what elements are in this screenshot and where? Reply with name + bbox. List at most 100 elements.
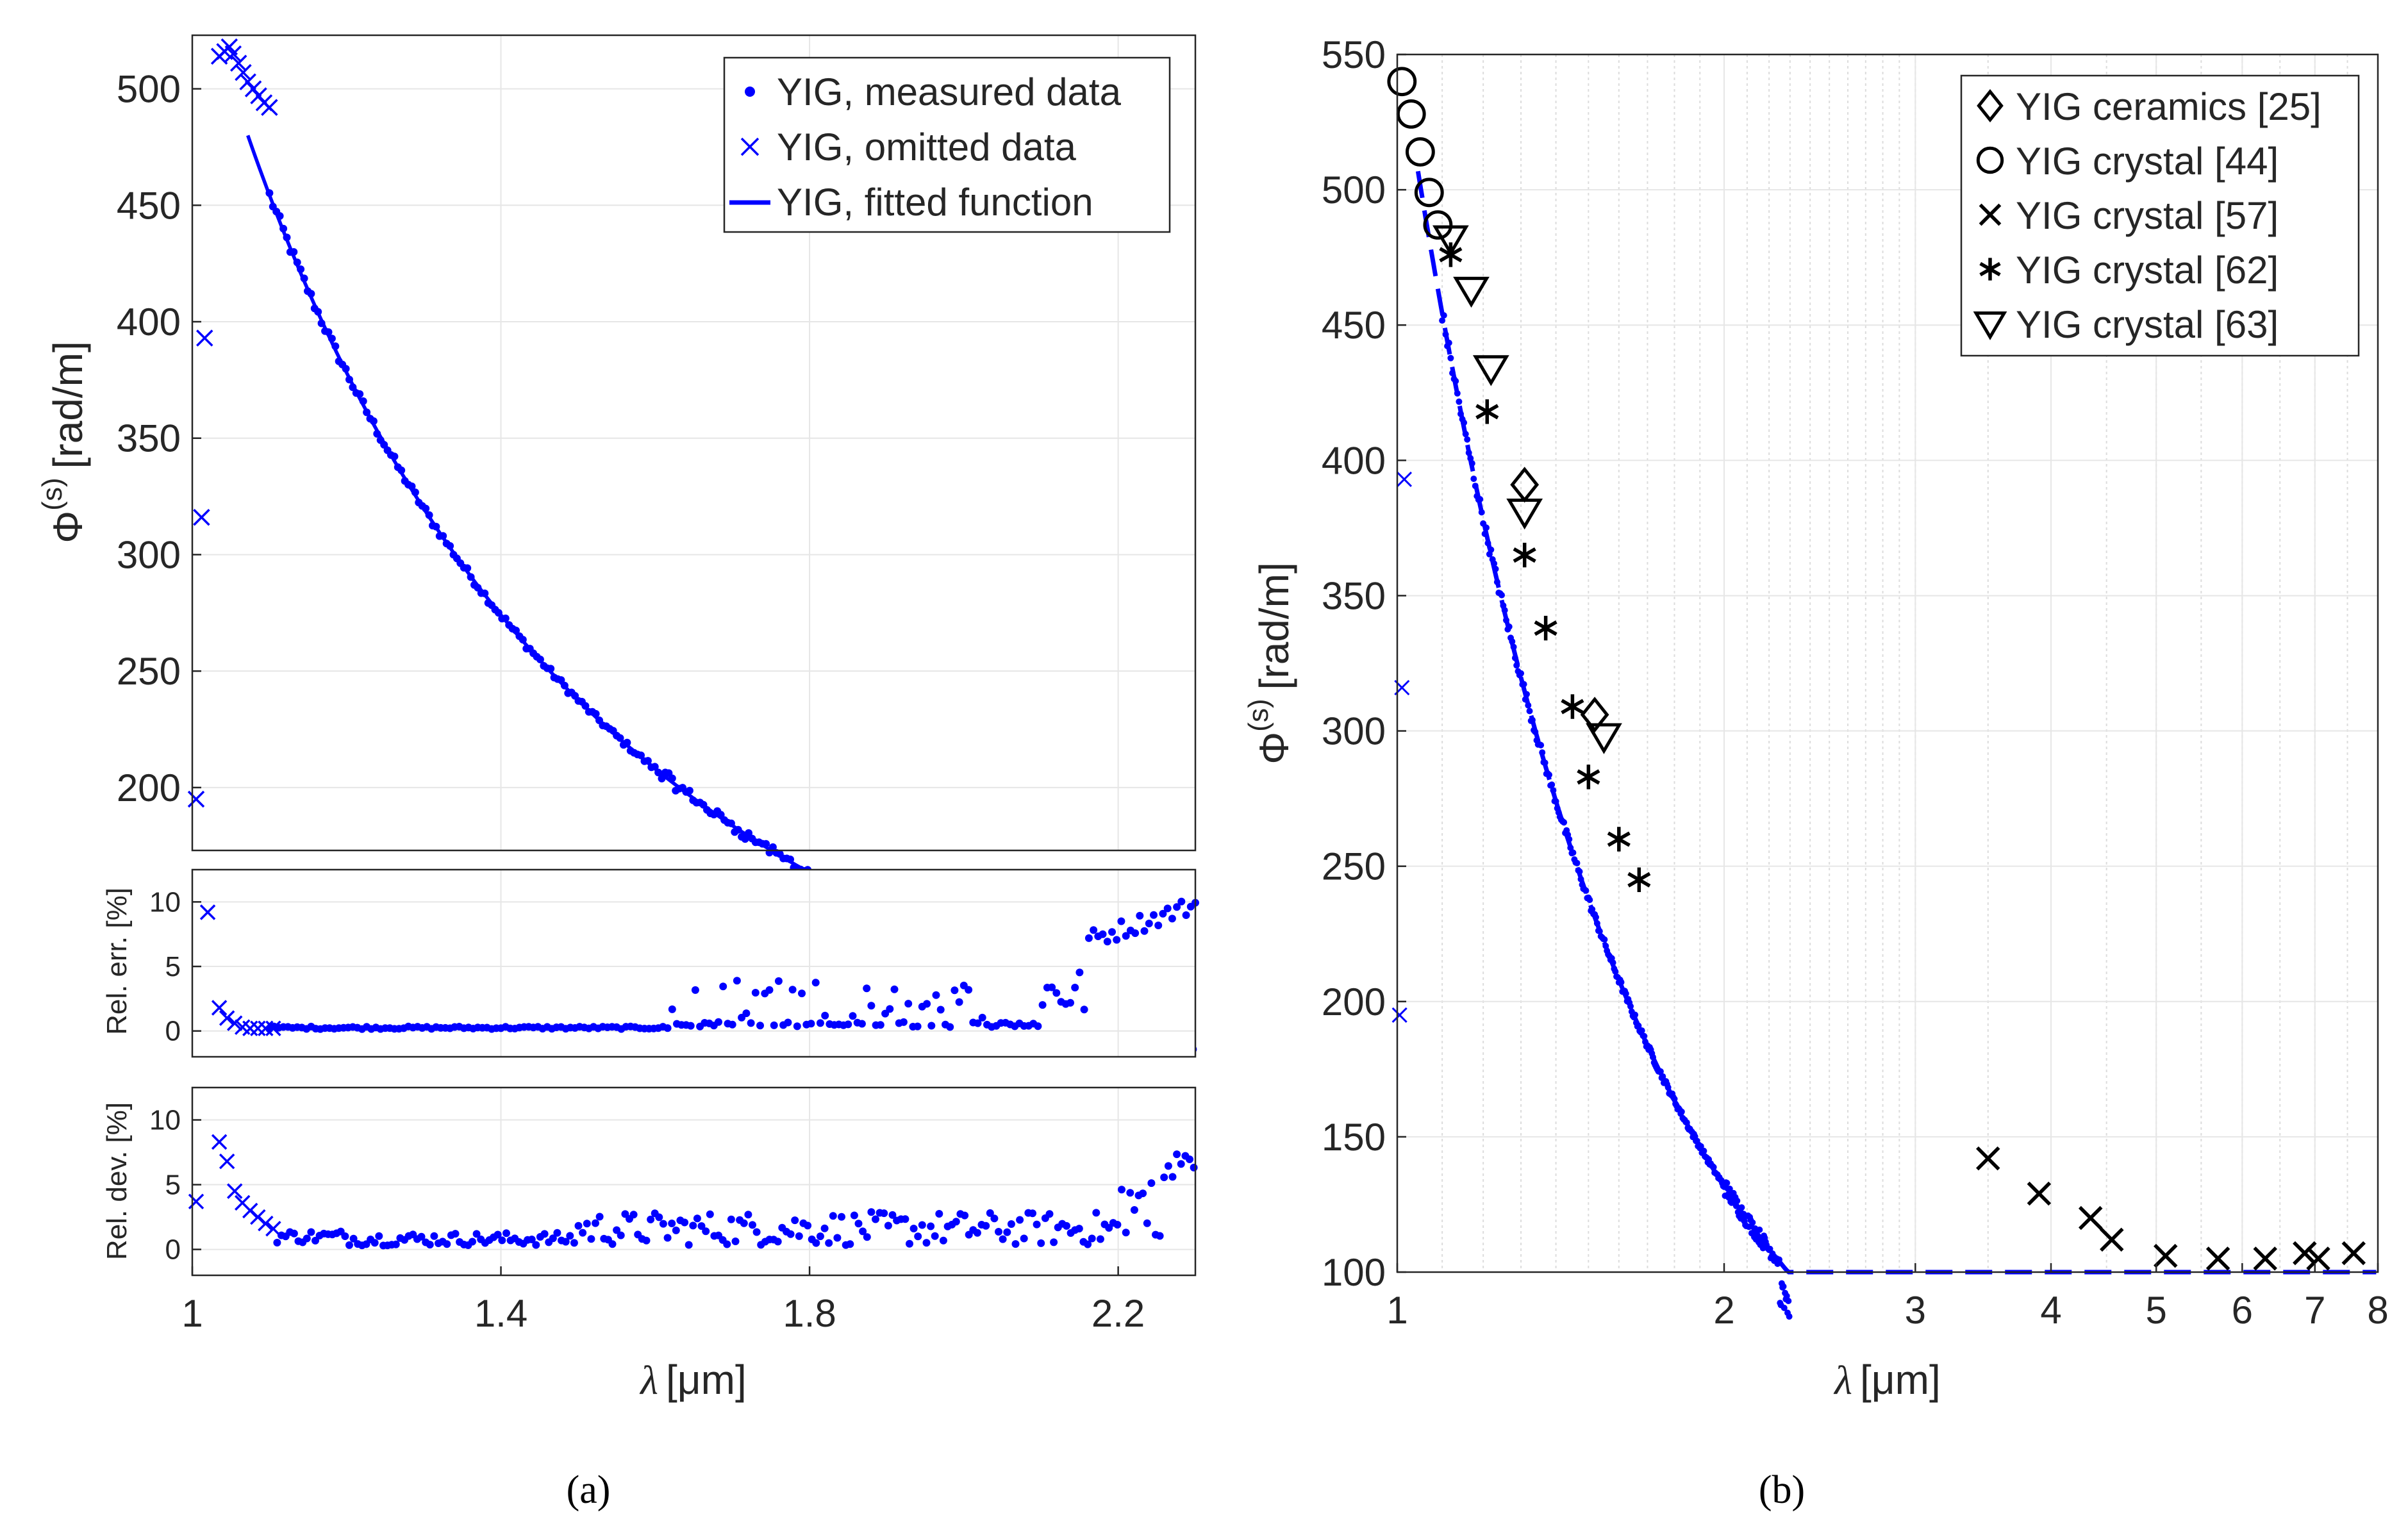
x-stroke: [2306, 1246, 2330, 1271]
rel-err-omitted: [199, 904, 216, 920]
rel-err-point: [1052, 989, 1061, 997]
omitted-point: [261, 99, 278, 116]
b-y-axis-label: Φ(s)[rad/m]: [1243, 562, 1297, 765]
marker-x: [1976, 1146, 2000, 1171]
measured-point: [474, 584, 482, 592]
x-stroke: [250, 87, 267, 104]
rel-dev-point: [854, 1220, 863, 1228]
rel-dev-point: [1029, 1209, 1036, 1218]
y-tick-label: 350: [1322, 574, 1386, 617]
rel-err-point: [784, 1018, 792, 1027]
rel-dev-point: [426, 1241, 434, 1249]
x-stroke: [242, 1202, 258, 1219]
measured-point: [279, 224, 288, 233]
measured-point: [637, 751, 645, 759]
measured-point: [380, 441, 388, 449]
rel-dev-point: [608, 1240, 617, 1248]
measured-point: [768, 843, 777, 851]
x-stroke: [219, 1010, 235, 1026]
marker-circle: [1405, 137, 1435, 167]
x-stroke: [250, 1020, 266, 1036]
rel-dev-point: [592, 1219, 599, 1227]
measured-point: [741, 835, 749, 843]
measured-point: [349, 383, 357, 392]
x-stroke: [239, 73, 256, 90]
marker-x: [2154, 1243, 2178, 1268]
legend-crystal-44: YIG crystal [44]: [2016, 140, 2279, 183]
measured-point: [1785, 1298, 1792, 1304]
y-tick-label: 250: [1322, 845, 1386, 888]
rel-dev-point: [345, 1241, 353, 1249]
rel-err-point: [742, 1009, 751, 1018]
measured-point: [1566, 836, 1573, 843]
x-stroke: [265, 1221, 281, 1237]
measured-point: [1710, 1164, 1717, 1171]
measured-point: [1738, 1204, 1745, 1211]
rel-dev-point: [689, 1221, 697, 1230]
x-stroke: [2341, 1241, 2366, 1266]
ylabel-symbol: Φ: [45, 511, 91, 543]
measured-point: [1456, 398, 1463, 405]
rel-err-point: [1145, 920, 1153, 927]
ylabel-sup: (s): [37, 477, 68, 510]
y-tick-label: 350: [117, 417, 181, 460]
rel-dev-point: [1011, 1240, 1020, 1248]
rel-err-point: [1122, 932, 1130, 940]
x-stroke: [235, 1195, 251, 1211]
rel-dev-point: [469, 1238, 476, 1246]
caption-b: (b): [1759, 1468, 1805, 1512]
measured-point: [1671, 1095, 1678, 1102]
measured-point: [1488, 546, 1495, 553]
rel-err-point: [770, 1021, 778, 1029]
x-stroke: [1396, 471, 1413, 487]
rel-dev-point: [774, 1238, 782, 1246]
rel-dev-point: [1130, 1206, 1138, 1214]
measured-point: [1526, 708, 1533, 715]
measured-point: [317, 319, 326, 327]
x-stroke: [2078, 1205, 2103, 1230]
rel-dev-point: [1096, 1235, 1104, 1243]
rel-dev-point: [838, 1213, 845, 1221]
rel-err-point: [965, 986, 973, 994]
legend-fitted: YIG, fitted function: [777, 181, 1093, 224]
marker-x: [2100, 1227, 2124, 1252]
rel-dev-point: [659, 1220, 667, 1228]
x-stroke: [196, 329, 213, 347]
marker-triangle-down: [1586, 723, 1622, 754]
measured-point: [1509, 638, 1516, 645]
rel-dev-point: [1088, 1234, 1096, 1243]
asterisk-stroke: [1577, 769, 1600, 785]
rel-dev-point: [663, 1234, 672, 1242]
rel-dev-point: [816, 1232, 824, 1241]
rel-dev-point: [1063, 1221, 1070, 1230]
x-stroke: [187, 790, 205, 808]
x-stroke: [2253, 1246, 2277, 1271]
x-stroke: [235, 1019, 251, 1035]
measured-point: [512, 626, 520, 634]
rel-dev-point: [579, 1229, 587, 1237]
marker-asterisk: [1627, 867, 1651, 892]
measured-point: [342, 365, 350, 373]
measured-point: [1561, 819, 1568, 826]
rel-dev-point: [833, 1234, 842, 1242]
x-tick-label: 2.2: [1092, 1292, 1145, 1335]
rel-dev-point: [850, 1211, 858, 1220]
measured-point: [1641, 1032, 1648, 1039]
rel-dev-point: [740, 1219, 748, 1227]
rel-dev-point: [540, 1230, 549, 1238]
x-stroke: [1976, 1146, 2000, 1171]
rel-dev-point: [693, 1214, 701, 1223]
legend-x-icon: [1979, 203, 2002, 226]
asterisk-stroke: [1627, 872, 1651, 888]
marker-circle: [1396, 99, 1426, 129]
y-tick-label: 250: [117, 650, 181, 693]
svg-text:Φ(s)[rad/m]: Φ(s)[rad/m]: [1243, 562, 1297, 765]
x-stroke: [220, 38, 238, 56]
rel-dev-point: [999, 1235, 1007, 1243]
rel-dev-point: [952, 1218, 960, 1226]
rel-dev-omitted: [265, 1221, 281, 1237]
rel-dev-point: [918, 1221, 926, 1229]
measured-point: [422, 504, 430, 513]
y-axis-label: Φ(s) [rad/m]: [37, 341, 91, 543]
measured-point: [1483, 524, 1490, 531]
